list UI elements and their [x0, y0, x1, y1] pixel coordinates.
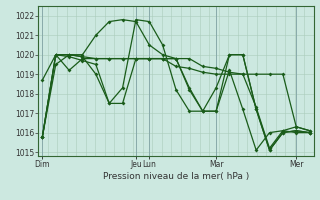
X-axis label: Pression niveau de la mer( hPa ): Pression niveau de la mer( hPa )	[103, 172, 249, 181]
